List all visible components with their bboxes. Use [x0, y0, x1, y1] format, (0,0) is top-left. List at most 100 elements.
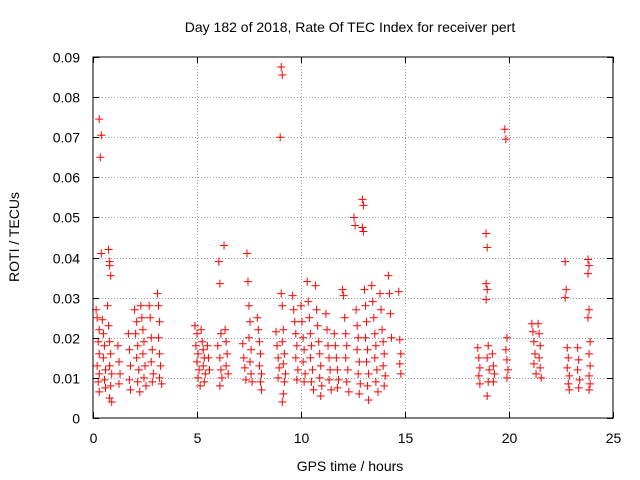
data-point — [299, 333, 308, 342]
x-tick-label: 10 — [294, 430, 310, 446]
data-point — [377, 305, 386, 314]
data-point — [358, 195, 367, 204]
data-point — [303, 277, 312, 286]
data-point — [155, 317, 164, 326]
data-point — [278, 71, 287, 80]
data-point — [245, 301, 253, 310]
y-axis-tick-labels: 0 0.01 0.02 0.03 0.04 0.05 0.06 0.07 0.08 0.09 — [53, 50, 80, 427]
data-point — [535, 329, 544, 338]
data-point — [197, 325, 206, 334]
data-point — [563, 363, 572, 372]
data-point — [351, 221, 360, 230]
data-point — [380, 349, 389, 358]
data-point — [288, 291, 297, 300]
data-point — [359, 227, 368, 236]
data-point — [489, 361, 498, 370]
data-point — [316, 361, 325, 370]
data-point — [332, 353, 341, 362]
data-point — [371, 341, 380, 350]
data-point — [149, 369, 158, 378]
data-point — [289, 305, 298, 314]
data-point — [352, 305, 361, 314]
data-point — [214, 257, 223, 266]
data-point — [354, 369, 363, 378]
data-point — [483, 391, 492, 400]
data-point — [501, 135, 510, 144]
data-point — [565, 371, 574, 380]
y-tick-label: 0.06 — [53, 170, 80, 186]
data-point — [203, 341, 212, 350]
data-point — [573, 365, 582, 374]
data-point — [107, 397, 116, 406]
data-point — [248, 377, 257, 386]
data-point — [326, 365, 335, 374]
series-roti — [92, 63, 595, 406]
data-point — [95, 387, 104, 396]
data-point — [156, 361, 165, 370]
data-point — [371, 377, 380, 386]
data-point — [372, 365, 381, 374]
data-point — [136, 301, 145, 310]
y-tick-label: 0.08 — [53, 90, 80, 106]
data-point — [205, 365, 214, 374]
data-point — [585, 261, 594, 270]
data-point — [574, 383, 583, 392]
data-point — [381, 371, 390, 380]
data-point — [584, 255, 593, 264]
data-point — [482, 279, 491, 288]
data-point — [362, 357, 371, 366]
data-point — [116, 369, 125, 378]
data-point — [154, 301, 163, 310]
y-tick-label: 0 — [72, 411, 80, 427]
data-point — [115, 357, 123, 366]
y-tick-label: 0.07 — [53, 130, 80, 146]
data-point — [300, 377, 309, 386]
data-point — [563, 343, 572, 352]
data-point — [215, 381, 224, 390]
data-point — [256, 349, 265, 358]
data-point — [485, 365, 494, 374]
data-point — [500, 125, 509, 134]
data-point — [142, 381, 151, 390]
data-point — [565, 385, 574, 394]
data-point — [354, 333, 363, 342]
data-point — [276, 133, 285, 142]
data-point — [304, 297, 313, 306]
data-point — [306, 329, 315, 338]
data-point — [245, 333, 253, 342]
data-point — [342, 341, 351, 350]
data-point — [194, 349, 203, 358]
data-point — [277, 289, 286, 298]
data-point — [308, 365, 317, 374]
data-point — [574, 355, 583, 364]
data-point — [130, 305, 139, 314]
data-point — [311, 281, 320, 290]
data-point — [586, 361, 595, 370]
data-point — [153, 289, 162, 298]
x-tick-label: 15 — [398, 430, 414, 446]
data-point — [300, 345, 309, 354]
data-point — [324, 341, 333, 350]
data-point — [299, 357, 308, 366]
y-tick-label: 0.02 — [53, 331, 80, 347]
data-point — [531, 349, 539, 358]
data-point — [473, 343, 482, 352]
data-point — [370, 329, 379, 338]
data-point — [315, 349, 324, 358]
data-point — [125, 345, 134, 354]
data-point — [535, 353, 544, 362]
data-point — [198, 337, 207, 346]
data-point — [215, 279, 224, 288]
data-point — [132, 317, 141, 326]
data-point — [482, 295, 491, 304]
axis-ticks — [93, 57, 614, 419]
data-point — [306, 353, 315, 362]
data-point — [385, 289, 394, 298]
data-point — [364, 369, 373, 378]
data-point — [343, 365, 352, 374]
data-point — [272, 327, 281, 336]
data-point — [532, 369, 541, 378]
data-point — [484, 341, 493, 350]
data-point — [278, 337, 287, 346]
data-point — [344, 387, 353, 396]
